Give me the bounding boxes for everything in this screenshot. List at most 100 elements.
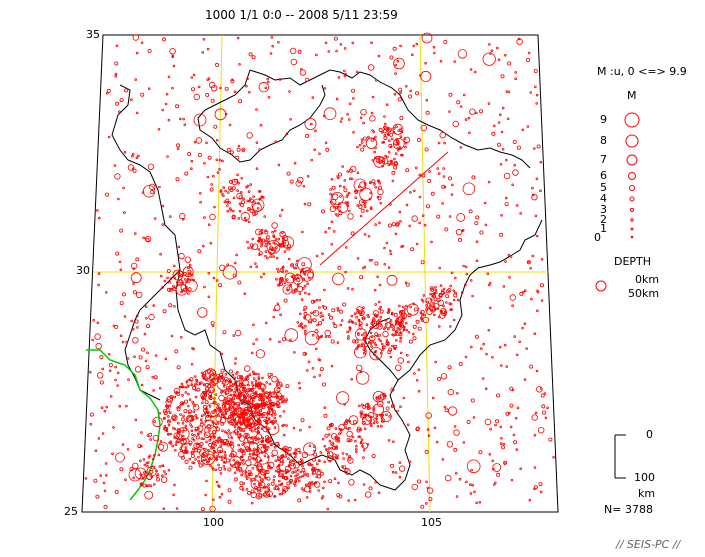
event-marker [536, 309, 539, 313]
event-marker [254, 379, 258, 383]
event-marker [354, 322, 358, 325]
event-marker [185, 450, 188, 454]
event-marker [212, 276, 216, 280]
event-marker [130, 154, 134, 158]
event-marker [535, 234, 539, 238]
event-marker [285, 269, 288, 273]
event-marker [269, 443, 273, 447]
event-marker [258, 81, 270, 93]
event-marker [362, 414, 373, 425]
event-marker [197, 455, 200, 459]
event-marker [365, 137, 378, 149]
event-marker [99, 474, 102, 477]
event-marker [335, 439, 338, 443]
event-marker [261, 238, 266, 243]
event-marker [413, 307, 418, 312]
event-marker [254, 406, 257, 410]
event-marker [210, 446, 213, 450]
event-marker [167, 433, 170, 436]
event-marker [244, 475, 248, 478]
event-marker [210, 183, 214, 186]
event-marker [137, 444, 142, 449]
event-marker [142, 458, 146, 461]
event-marker [368, 420, 372, 423]
legend-circle-m5 [629, 185, 635, 191]
event-marker [179, 117, 182, 121]
event-marker [443, 310, 447, 314]
event-marker [377, 337, 381, 341]
event-marker [448, 325, 452, 328]
event-marker [288, 479, 292, 482]
event-marker [400, 321, 404, 325]
event-marker [320, 209, 325, 214]
event-marker [149, 484, 153, 488]
event-marker [220, 492, 224, 496]
event-marker [260, 196, 264, 199]
event-marker [481, 377, 485, 380]
event-marker [430, 240, 433, 244]
event-marker [271, 409, 276, 414]
event-marker [331, 185, 336, 190]
event-marker [215, 279, 219, 282]
event-marker [94, 333, 101, 340]
event-marker [173, 387, 181, 395]
event-marker [399, 220, 402, 223]
event-marker [274, 486, 279, 491]
event-marker [350, 88, 355, 93]
event-marker [256, 239, 260, 243]
event-marker [470, 398, 475, 403]
event-marker [468, 209, 473, 214]
event-marker [500, 130, 504, 134]
event-marker [337, 76, 341, 79]
event-marker [168, 281, 171, 284]
event-marker [162, 507, 166, 511]
event-marker [336, 175, 340, 178]
event-marker [348, 102, 352, 106]
event-marker [307, 320, 311, 324]
event-marker [266, 445, 270, 449]
event-marker [462, 93, 466, 97]
event-marker [285, 398, 289, 401]
event-marker [213, 124, 218, 129]
event-marker [303, 473, 307, 477]
event-marker [95, 342, 102, 350]
event-marker [204, 493, 208, 497]
event-marker [303, 305, 308, 310]
event-marker [389, 252, 393, 256]
event-marker [357, 319, 361, 323]
event-marker [359, 441, 363, 445]
event-marker [181, 438, 184, 442]
event-marker [330, 178, 334, 181]
event-marker [264, 86, 268, 90]
event-marker [190, 362, 194, 366]
event-marker [422, 316, 430, 324]
event-marker [289, 179, 294, 184]
event-marker [209, 505, 216, 513]
event-marker [310, 463, 314, 467]
event-marker [346, 170, 350, 173]
event-marker [167, 423, 171, 427]
event-marker [158, 441, 169, 452]
event-marker [301, 474, 305, 478]
event-marker [348, 177, 352, 181]
event-marker [166, 419, 171, 424]
event-marker [126, 447, 130, 451]
event-marker [506, 117, 510, 121]
event-marker [182, 287, 187, 292]
event-marker [181, 385, 184, 389]
event-marker [424, 502, 428, 505]
event-marker [187, 292, 190, 295]
event-marker [424, 61, 427, 65]
event-marker [242, 379, 249, 386]
event-marker [315, 298, 319, 302]
event-marker [229, 397, 233, 401]
event-marker [274, 304, 281, 311]
event-marker [430, 298, 433, 301]
event-marker [345, 195, 349, 198]
event-marker [195, 137, 203, 144]
event-marker [482, 342, 486, 346]
event-marker [245, 459, 252, 466]
event-marker [448, 110, 451, 113]
event-marker [372, 353, 376, 356]
event-marker [228, 369, 233, 374]
